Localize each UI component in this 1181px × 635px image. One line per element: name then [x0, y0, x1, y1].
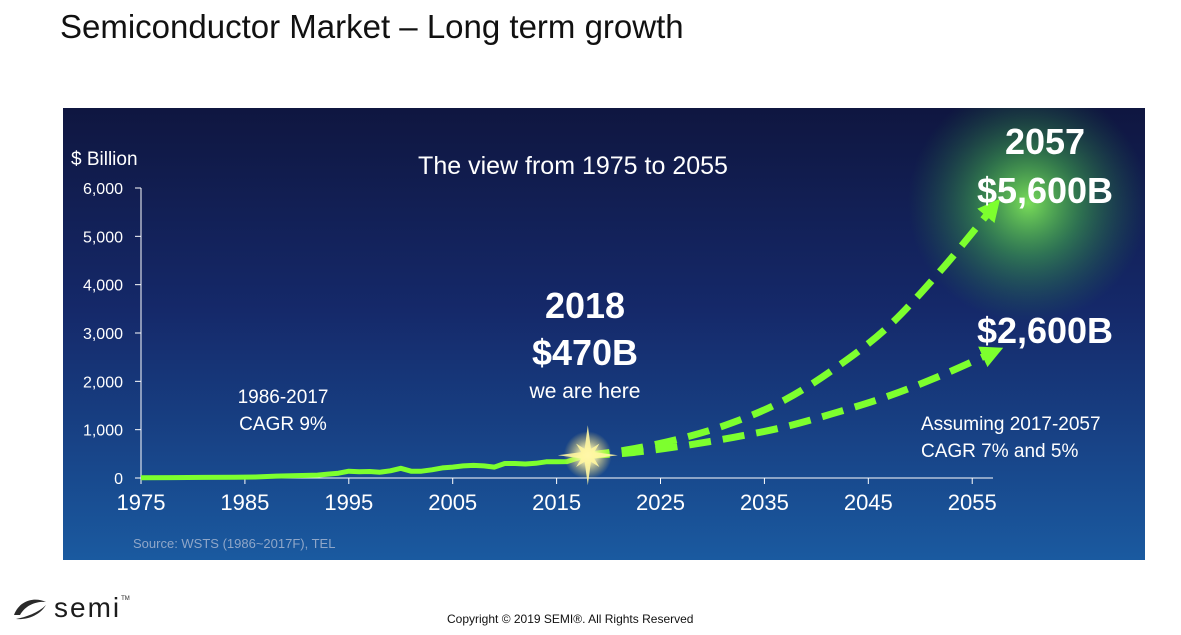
now-note-label: we are here — [529, 380, 641, 403]
trademark-mark: TM — [121, 596, 130, 602]
y-tick-label: 5,000 — [83, 229, 123, 246]
semi-logo-text: semi — [54, 592, 122, 623]
y-tick-label: 3,000 — [83, 326, 123, 343]
x-tick-label: 2055 — [948, 490, 997, 515]
x-tick-label: 2045 — [844, 490, 893, 515]
copyright-notice: Copyright © 2019 SEMI®. All Rights Reser… — [447, 612, 694, 626]
market-chart: The view from 1975 to 2055 $ Billion 0 1,… — [71, 108, 1145, 551]
y-tick-label: 2,000 — [83, 374, 123, 391]
x-ticks: 1975 1985 1995 2005 2015 2025 2035 2045 2055 — [117, 478, 997, 515]
x-tick-label: 2005 — [428, 490, 477, 515]
semi-swoosh-icon — [14, 599, 46, 620]
y-tick-label: 4,000 — [83, 278, 123, 295]
x-tick-label: 2025 — [636, 490, 685, 515]
y-ticks: 0 1,000 2,000 3,000 4,000 5,000 6,000 — [83, 181, 141, 488]
hist-cagr-period: 1986-2017 — [238, 387, 329, 408]
x-tick-label: 1985 — [220, 490, 269, 515]
low-value-label: $2,600B — [977, 310, 1113, 351]
slide-title: Semiconductor Market – Long term growth — [60, 8, 684, 45]
assumption-period: Assuming 2017-2057 — [921, 414, 1101, 435]
x-tick-label: 1975 — [117, 490, 166, 515]
we-are-here-star-icon — [557, 425, 618, 486]
x-tick-label: 1995 — [324, 490, 373, 515]
chart-panel: The view from 1975 to 2055 $ Billion 0 1,… — [63, 108, 1145, 560]
high-value-label: $5,600B — [977, 170, 1113, 211]
assumption-cagr: CAGR 7% and 5% — [921, 441, 1078, 462]
chart-title: The view from 1975 to 2055 — [418, 152, 728, 180]
series-historical-line — [140, 452, 589, 481]
high-year-label: 2057 — [1005, 121, 1085, 162]
y-tick-label: 1,000 — [83, 423, 123, 440]
x-tick-label: 2015 — [532, 490, 581, 515]
series-cagr5-line — [587, 346, 1004, 459]
now-year-label: 2018 — [545, 285, 625, 326]
x-tick-label: 2035 — [740, 490, 789, 515]
y-tick-label: 6,000 — [83, 181, 123, 198]
y-axis-label: $ Billion — [71, 149, 138, 170]
now-value-label: $470B — [532, 332, 638, 373]
y-tick-label: 0 — [114, 471, 123, 488]
hist-cagr-value: CAGR 9% — [239, 414, 327, 435]
source-note: Source: WSTS (1986~2017F), TEL — [133, 536, 335, 551]
forecast-glow — [908, 108, 1145, 323]
semi-logo: semi TM — [10, 592, 130, 624]
series-cagr7-line — [587, 198, 1001, 459]
